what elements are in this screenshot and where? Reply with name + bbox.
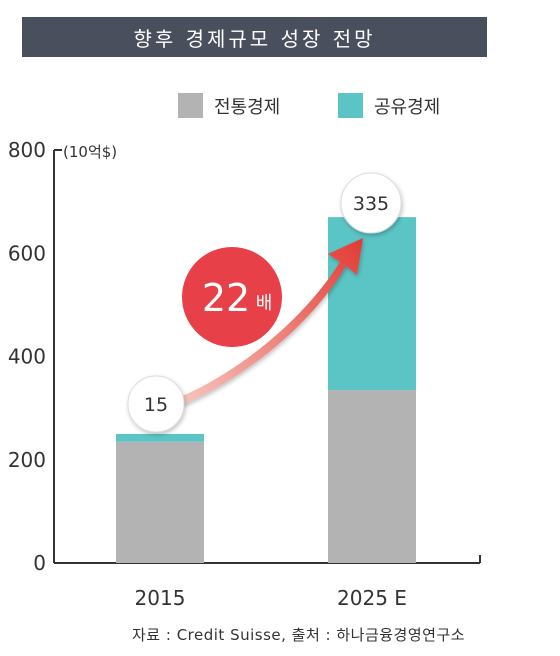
y-tick-label: 800 (8, 138, 46, 162)
growth-arrow-body (178, 238, 363, 406)
callout-2025: 335 (340, 172, 402, 234)
x-tick-label: 2015 (135, 586, 186, 610)
chart-title: 향후 경제규모 성장 전망 (22, 17, 487, 57)
bars (116, 217, 416, 563)
y-tick-label: 0 (33, 551, 46, 575)
callout-2025-label: 335 (353, 193, 389, 215)
y-tick-label: 200 (8, 448, 46, 472)
callout-2025-circle (340, 172, 402, 234)
callout-2015: 15 (127, 375, 185, 433)
callout-2015-circle (127, 375, 185, 433)
x-tick-labels: 2015 2025 E (135, 586, 407, 610)
source-note: 자료 : Credit Suisse, 출처 : 하나금융경영연구소 (132, 626, 466, 644)
callout-2015-label: 15 (144, 394, 168, 416)
bar-sharing-0 (116, 433, 204, 442)
bar-sharing-1 (328, 217, 416, 391)
y-tick-label: 400 (8, 345, 46, 369)
y-tick-labels: 0 200 400 600 800 (8, 138, 46, 575)
growth-badge-value: 22 (202, 276, 250, 320)
x-tick-label: 2025 E (337, 586, 407, 610)
legend-swatch-sharing (338, 93, 363, 118)
growth-badge-unit: 배 (256, 293, 273, 314)
bar-traditional-0 (116, 441, 204, 563)
growth-badge-circle (182, 247, 282, 347)
legend-label-sharing: 공유경제 (374, 97, 440, 118)
legend-swatch-traditional (178, 93, 203, 118)
growth-arrow (178, 238, 363, 406)
y-axis-unit-label: (10억$) (63, 143, 117, 161)
growth-badge: 22 배 (182, 247, 282, 347)
legend: 전통경제 공유경제 (178, 93, 440, 118)
legend-label-traditional: 전통경제 (214, 97, 280, 118)
bar-traditional-1 (328, 390, 416, 563)
y-tick-label: 600 (8, 241, 46, 265)
